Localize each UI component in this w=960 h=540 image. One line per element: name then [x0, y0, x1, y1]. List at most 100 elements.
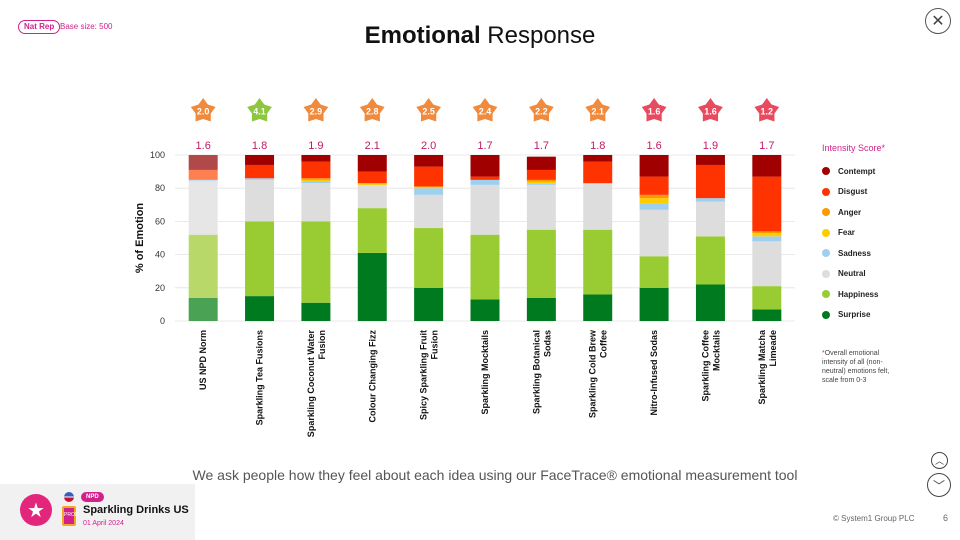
legend-label: Surprise — [838, 310, 871, 320]
legend-swatch — [822, 187, 830, 196]
report-date: 01 April 2024 — [83, 520, 124, 527]
star-rating-value: 4.1 — [253, 107, 266, 117]
legend-label: Contempt — [838, 166, 876, 176]
bar-segment-happiness — [414, 228, 444, 288]
category-label-line: US NPD Norm — [198, 330, 208, 390]
star-rating-icon — [247, 98, 272, 122]
legend-label: Fear — [838, 228, 855, 238]
system1-star-logo-icon[interactable]: ★ — [20, 494, 52, 526]
bar-segment-disgust — [301, 161, 331, 179]
intensity-score: 1.8 — [252, 140, 267, 152]
title-bold: Emotional — [364, 22, 481, 49]
bar-segment-contempt — [583, 155, 613, 162]
category-label-line: Sparkling Coffee — [700, 330, 710, 402]
legend-label: Neutral — [838, 269, 866, 279]
legend-swatch — [822, 208, 830, 217]
footnote: *Overall emotional intensity of all (non… — [822, 349, 902, 385]
close-button[interactable]: ✕ — [925, 8, 951, 34]
y-tick-label: 20 — [155, 283, 165, 293]
bar-segment-fear — [752, 233, 782, 237]
intensity-score: 2.1 — [365, 140, 380, 152]
star-rating-value: 2.1 — [591, 107, 604, 117]
category-label-line: Mocktails — [711, 330, 721, 371]
category-label: Sparkling Tea Fusions — [255, 330, 265, 425]
bar-segment-neutral — [752, 241, 782, 287]
legend-title: Intensity Score* — [822, 143, 886, 153]
legend-item-disgust: Disgust — [822, 182, 885, 203]
category-label-line: Coffee — [599, 330, 609, 358]
category-name: Sparkling Drinks US — [83, 504, 189, 516]
bar-segment-surprise — [357, 252, 387, 321]
category-label: Sparkling Cold BrewCoffee — [588, 329, 609, 418]
bar-segment-sadness — [639, 203, 669, 210]
bar-segment-disgust — [752, 176, 782, 232]
category-label-line: Sparkling Cold Brew — [588, 329, 598, 418]
bar-segment-contempt — [188, 155, 218, 170]
legend-item-surprise: Surprise — [822, 305, 885, 326]
bar-segment-neutral — [188, 181, 218, 235]
category-label-line: Colour Changing Fizz — [367, 330, 377, 423]
bar-segment-contempt — [526, 156, 556, 170]
bar-segment-neutral — [526, 184, 556, 230]
legend: Intensity Score* Contempt Disgust Anger Fea… — [822, 143, 885, 325]
bar-segment-neutral — [695, 201, 725, 237]
intensity-score: 1.7 — [759, 140, 774, 152]
star-rating-icon — [190, 98, 216, 122]
bar-segment-disgust — [414, 166, 444, 187]
bar-segment-contempt — [301, 155, 331, 162]
star-rating-value: 2.8 — [366, 107, 379, 117]
page-number: 6 — [943, 513, 949, 523]
bar-segment-fear — [639, 198, 669, 204]
y-axis-label: % of Emotion — [134, 203, 146, 274]
category-label-line: Spicy Sparkling Fruit — [419, 330, 429, 420]
base-size-label: Base size: 500 — [60, 22, 113, 31]
legend-swatch — [822, 167, 830, 176]
y-tick-label: 60 — [155, 216, 165, 226]
bar-segment-surprise — [245, 296, 275, 321]
star-rating-icon — [416, 98, 441, 122]
bar-segment-contempt — [470, 155, 500, 177]
y-tick-label: 0 — [160, 316, 165, 326]
category-label-line: Sparkling Mocktails — [480, 330, 490, 415]
bar-segment-neutral — [301, 183, 331, 222]
bar-segment-sadness — [188, 179, 218, 182]
star-rating-value: 2.2 — [535, 107, 548, 117]
star-rating-icon — [698, 98, 723, 122]
scroll-down-button[interactable]: ﹀ — [927, 473, 951, 497]
bar-segment-happiness — [301, 221, 331, 303]
product-pack-icon: PROD — [62, 506, 78, 526]
bar-segment-disgust — [695, 164, 725, 199]
intensity-score: 1.7 — [534, 140, 549, 152]
legend-swatch — [822, 228, 830, 237]
bar-segment-surprise — [526, 297, 556, 321]
intensity-score: 1.7 — [477, 140, 492, 152]
star-rating-value: 2.9 — [310, 107, 323, 117]
star-rating-value: 2.5 — [422, 107, 435, 117]
bar-segment-sadness — [301, 181, 331, 184]
legend-item-happiness: Happiness — [822, 284, 885, 305]
bar-segment-contempt — [639, 155, 669, 177]
copyright: © System1 Group PLC — [833, 514, 915, 523]
category-label-line: Sodas — [542, 330, 552, 357]
category-label-line: Sparkling Tea Fusions — [255, 330, 265, 425]
npd-badge: NPD — [81, 492, 104, 502]
bar-segment-surprise — [188, 297, 218, 321]
bar-segment-surprise — [301, 302, 331, 321]
bar-segment-neutral — [470, 184, 500, 235]
legend-item-sadness: Sadness — [822, 243, 885, 264]
bar-segment-sadness — [752, 236, 782, 242]
legend-label: Anger — [838, 207, 862, 217]
category-label-line: Sparkling Botanical — [531, 330, 541, 414]
bar-segment-neutral — [639, 209, 669, 257]
bar-segment-sadness — [245, 178, 275, 180]
bar-segment-contempt — [414, 155, 444, 167]
y-tick-label: 100 — [150, 150, 165, 160]
category-label: Sparkling Mocktails — [480, 330, 490, 415]
bar-segment-anger — [639, 194, 669, 199]
bar-segment-sadness — [414, 188, 444, 195]
category-label-line: Fusion — [430, 330, 440, 360]
bar-segment-sadness — [526, 183, 556, 185]
star-rating-value: 2.0 — [197, 107, 210, 117]
intensity-score: 1.6 — [196, 140, 211, 152]
scroll-up-button[interactable]: ︿ — [931, 452, 948, 469]
